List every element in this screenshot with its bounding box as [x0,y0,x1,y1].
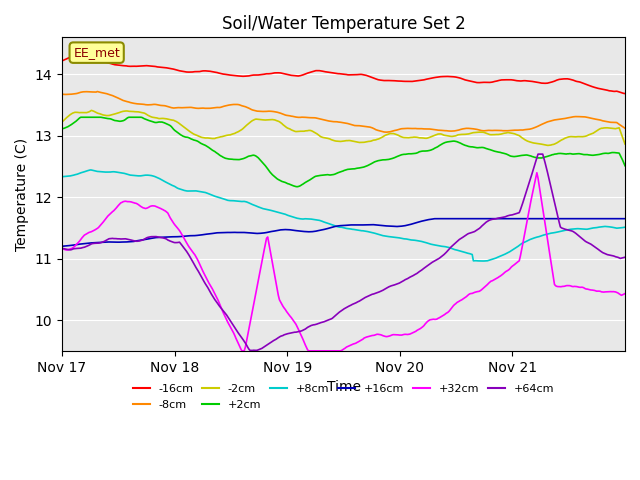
-2cm [58,119,66,125]
-8cm [621,125,629,131]
-16cm [234,73,242,79]
+2cm [293,184,301,190]
+8cm [572,226,579,232]
+2cm [403,151,410,157]
-2cm [297,128,305,134]
+32cm [533,170,541,176]
+16cm [234,229,241,235]
+8cm [401,236,409,242]
-8cm [572,114,579,120]
+16cm [473,216,481,222]
+64cm [534,151,542,157]
+32cm [401,331,409,337]
+64cm [473,227,481,233]
+2cm [77,114,84,120]
+16cm [432,216,440,222]
+16cm [58,243,66,249]
-8cm [58,91,66,97]
+64cm [374,289,382,295]
+32cm [572,284,579,289]
Line: +16cm: +16cm [62,219,625,246]
+64cm [621,254,629,260]
Line: -2cm: -2cm [62,110,625,145]
-16cm [58,58,66,64]
Y-axis label: Temperature (C): Temperature (C) [15,138,29,251]
+2cm [572,151,579,157]
+32cm [473,289,481,295]
+64cm [248,348,255,353]
+2cm [621,163,629,168]
+2cm [298,182,306,188]
Line: -8cm: -8cm [62,92,625,132]
-8cm [297,114,305,120]
-8cm [474,127,482,132]
+32cm [234,338,241,344]
Legend: -16cm, -8cm, -2cm, +2cm, +8cm, +16cm, +32cm, +64cm: -16cm, -8cm, -2cm, +2cm, +8cm, +16cm, +3… [129,380,559,414]
+2cm [58,126,66,132]
+64cm [572,230,579,236]
+16cm [373,222,381,228]
+32cm [374,331,382,337]
-2cm [88,108,95,113]
-16cm [374,77,382,83]
+8cm [297,216,305,222]
+32cm [238,348,246,354]
Line: +8cm: +8cm [62,170,625,261]
+8cm [621,224,629,230]
-8cm [383,129,390,135]
+64cm [234,328,241,334]
X-axis label: Time: Time [326,380,360,394]
-2cm [621,141,629,147]
+16cm [400,223,408,228]
+32cm [621,291,629,297]
+64cm [297,328,305,334]
-8cm [234,102,242,108]
-16cm [473,80,481,85]
Title: Soil/Water Temperature Set 2: Soil/Water Temperature Set 2 [221,15,465,33]
-2cm [401,135,409,141]
+64cm [58,245,66,251]
Line: -16cm: -16cm [62,57,625,94]
-16cm [74,54,81,60]
-16cm [571,78,579,84]
+8cm [479,258,486,264]
+64cm [401,277,409,283]
-8cm [403,126,410,132]
+8cm [374,231,382,237]
Line: +2cm: +2cm [62,117,625,187]
-16cm [297,72,305,78]
+8cm [86,167,94,173]
+8cm [58,174,66,180]
+16cm [571,216,579,222]
Line: +32cm: +32cm [62,173,625,351]
Text: EE_met: EE_met [74,46,120,59]
+32cm [297,331,305,337]
-2cm [572,134,579,140]
+16cm [621,216,629,222]
Line: +64cm: +64cm [62,154,625,350]
-16cm [621,91,629,96]
+2cm [474,145,482,151]
-8cm [93,89,101,95]
-16cm [401,78,409,84]
+8cm [234,198,242,204]
-2cm [543,143,551,148]
-2cm [473,129,481,135]
+8cm [473,258,481,264]
-2cm [374,136,382,142]
+16cm [296,228,303,234]
-8cm [374,128,382,133]
-2cm [234,129,242,134]
+32cm [58,246,66,252]
+2cm [376,157,383,163]
+2cm [234,157,242,163]
